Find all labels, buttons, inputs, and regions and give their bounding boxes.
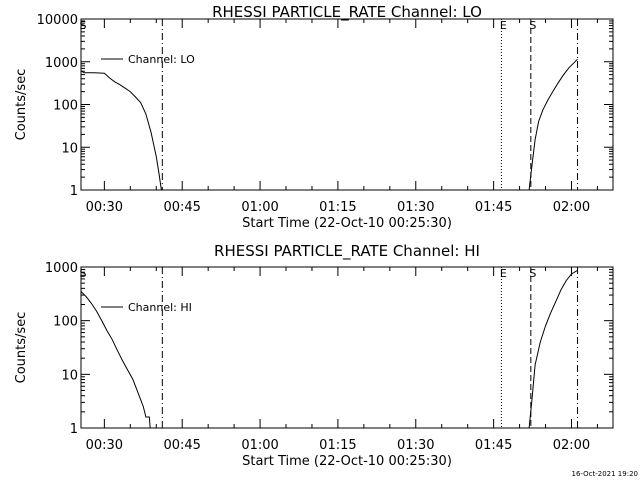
x-tick-label: 01:00 bbox=[241, 200, 278, 215]
marker-label: S bbox=[529, 267, 536, 280]
x-tick-label: 00:30 bbox=[86, 438, 123, 453]
panel-hi: RHESSI PARTICLE_RATE Channel: HI 00:30 00:… bbox=[14, 242, 614, 469]
footer-timestamp: 16-Oct-2021 19:20 bbox=[572, 470, 638, 478]
marker-label: S bbox=[80, 19, 87, 32]
x-tick-label: 01:15 bbox=[319, 438, 356, 453]
y-tick-label: 10 bbox=[61, 368, 78, 383]
x-tick-label: 00:45 bbox=[163, 438, 200, 453]
marker-label: S bbox=[80, 267, 87, 280]
x-tick-label: 01:30 bbox=[397, 438, 434, 453]
chart-title: RHESSI PARTICLE_RATE Channel: LO bbox=[212, 3, 482, 22]
series-line bbox=[80, 291, 151, 429]
y-axis-label: Counts/sec bbox=[14, 69, 29, 141]
x-tick-label: 02:00 bbox=[553, 200, 590, 215]
x-tick-label: 01:15 bbox=[319, 200, 356, 215]
x-tick-label: 01:45 bbox=[475, 438, 512, 453]
y-tick-label: 1 bbox=[70, 422, 78, 437]
x-tick-label: 00:45 bbox=[163, 200, 200, 215]
x-tick-label: 00:30 bbox=[86, 200, 123, 215]
series-line bbox=[80, 70, 162, 191]
panel-lo: RHESSI PARTICLE_RATE Channel: LO 00:30 00:… bbox=[14, 3, 614, 231]
y-axis-label: Counts/sec bbox=[14, 312, 29, 384]
y-tick-label: 100 bbox=[53, 99, 78, 114]
y-tick-label: 100 bbox=[53, 315, 78, 330]
marker-label: E bbox=[500, 19, 507, 32]
y-tick-label: 1 bbox=[70, 184, 78, 199]
plot-frame bbox=[80, 266, 614, 429]
x-axis-label: Start Time (22-Oct-10 00:25:30) bbox=[242, 454, 452, 469]
y-tick-label: 1000 bbox=[45, 56, 78, 71]
series-line bbox=[528, 58, 578, 191]
y-tick-label: 10000 bbox=[37, 13, 78, 28]
x-tick-label: 02:00 bbox=[553, 438, 590, 453]
marker-label: E bbox=[500, 267, 507, 280]
plot-frame bbox=[80, 18, 614, 191]
marker-label: S bbox=[529, 19, 536, 32]
x-tick-label: 01:45 bbox=[475, 200, 512, 215]
legend-label: Channel: LO bbox=[128, 53, 195, 66]
y-tick-label: 1000 bbox=[45, 261, 78, 276]
x-tick-label: 01:00 bbox=[241, 438, 278, 453]
chart-title: RHESSI PARTICLE_RATE Channel: HI bbox=[214, 242, 480, 261]
x-tick-label: 01:30 bbox=[397, 200, 434, 215]
y-tick-label: 10 bbox=[61, 141, 78, 156]
legend-label: Channel: HI bbox=[128, 301, 192, 314]
series-line bbox=[528, 270, 578, 429]
x-axis-label: Start Time (22-Oct-10 00:25:30) bbox=[242, 216, 452, 231]
